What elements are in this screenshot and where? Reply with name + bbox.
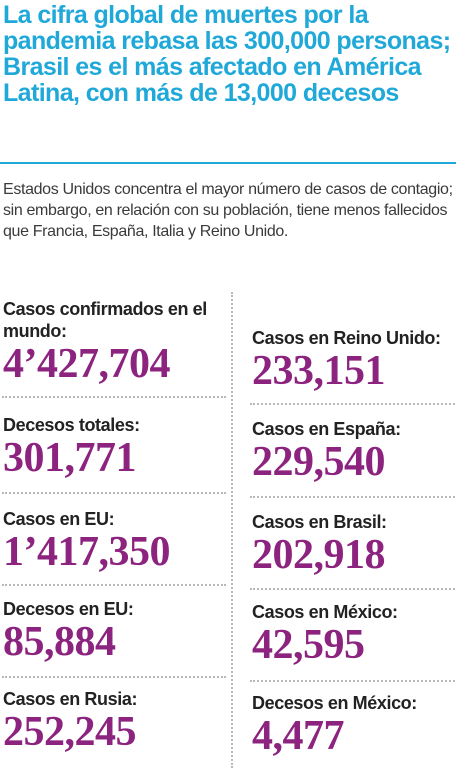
headline: La cifra global de muertes por la pandem… [3,1,451,107]
stat-cases-us: Casos en EU: 1’417,350 [3,508,225,574]
stat-label: Casos en España: [252,419,401,439]
headline-divider [0,162,456,164]
stat-value: 202,918 [252,532,386,577]
stat-cases-brazil: Casos en Brasil: 202,918 [252,511,455,577]
stat-separator [250,680,455,682]
column-divider [231,292,233,768]
stat-cases-uk: Casos en Reino Unido: 233,151 [252,327,455,393]
stat-value: 85,884 [3,619,116,664]
stat-label: Casos en Rusia: [3,689,138,709]
stat-deaths-mexico: Decesos en México: 4,477 [252,692,455,758]
summary-paragraph: Estados Unidos concentra el mayor número… [3,181,453,240]
stat-cases-spain: Casos en España: 229,540 [252,418,455,484]
stat-separator [2,584,226,586]
stat-value: 4’427,704 [3,341,171,386]
stat-label: Casos en EU: [3,509,115,529]
stat-label: Casos en Reino Unido: [252,328,441,348]
stat-value: 1’417,350 [3,529,171,574]
stat-cases-mexico: Casos en México: 42,595 [252,601,455,667]
stat-value: 42,595 [252,622,365,667]
stat-label: Casos en México: [252,602,398,622]
stat-separator [250,403,455,405]
stat-deaths-us: Decesos en EU: 85,884 [3,598,225,664]
stat-separator [250,496,455,498]
stat-value: 252,245 [3,709,137,754]
stat-value: 4,477 [252,713,345,758]
stat-label: Decesos en México: [252,693,417,713]
stat-deaths-total: Decesos totales: 301,771 [3,414,225,480]
stat-separator [2,396,226,398]
stat-cases-world: Casos confirmados en el mundo: 4’427,704 [3,298,225,386]
stat-separator [2,492,226,494]
stat-label: Decesos en EU: [3,599,134,619]
stat-cases-russia: Casos en Rusia: 252,245 [3,688,225,754]
stat-value: 233,151 [252,348,386,393]
stat-separator [2,676,226,678]
stat-label: Casos confirmados en el mundo: [3,299,207,341]
stat-separator [250,588,455,590]
stat-value: 229,540 [252,439,386,484]
stat-value: 301,771 [3,435,137,480]
stat-label: Casos en Brasil: [252,512,387,532]
stat-label: Decesos totales: [3,415,140,435]
